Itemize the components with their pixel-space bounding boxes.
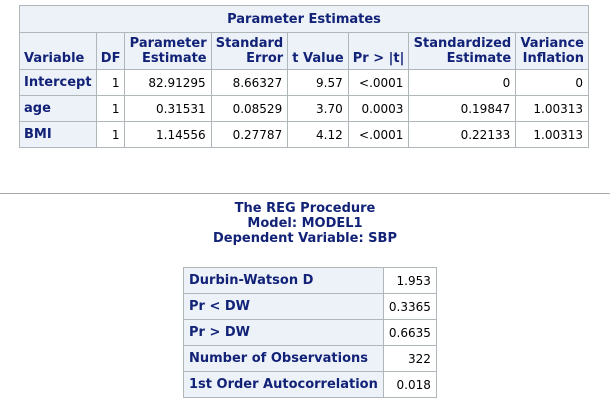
stat-value: 0.6635 xyxy=(382,319,437,346)
cell-vif: 0 xyxy=(515,69,589,96)
stat-label: 1st Order Autocorrelation xyxy=(183,371,384,398)
col-header-standard-error: Standard Error xyxy=(210,32,289,70)
cell-t-value: 9.57 xyxy=(287,69,349,96)
cell-df: 1 xyxy=(95,69,126,96)
cell-std-estimate: 0.22133 xyxy=(408,121,517,148)
table-row: age 1 0.31531 0.08529 3.70 0.0003 0.1984… xyxy=(19,95,589,122)
table-row: Pr > DW 0.6635 xyxy=(183,319,437,346)
stat-label: Durbin-Watson D xyxy=(183,267,384,294)
stat-value: 1.953 xyxy=(382,267,437,294)
stat-value: 0.3365 xyxy=(382,293,437,320)
cell-t-value: 3.70 xyxy=(287,95,349,122)
cell-estimate: 1.14556 xyxy=(124,121,212,148)
col-header-t-value: t Value xyxy=(287,32,349,70)
stat-label: Number of Observations xyxy=(183,345,384,372)
col-header-p-value: Pr > |t| xyxy=(347,32,410,70)
cell-vif: 1.00313 xyxy=(515,121,589,148)
col-header-standardized-estimate: Standardized Estimate xyxy=(408,32,517,70)
stat-value: 322 xyxy=(382,345,437,372)
stat-value: 0.018 xyxy=(382,371,437,398)
cell-std-error: 0.27787 xyxy=(210,121,289,148)
cell-vif: 1.00313 xyxy=(515,95,589,122)
procedure-title: The REG Procedure xyxy=(234,201,376,216)
table-row: Number of Observations 322 xyxy=(183,345,437,372)
cell-t-value: 4.12 xyxy=(287,121,349,148)
cell-std-error: 8.66327 xyxy=(210,69,289,96)
row-variable: BMI xyxy=(19,121,97,148)
section-divider xyxy=(0,193,610,194)
col-header-df: DF xyxy=(95,32,126,70)
cell-std-estimate: 0.19847 xyxy=(408,95,517,122)
cell-df: 1 xyxy=(95,121,126,148)
table-row: Pr < DW 0.3365 xyxy=(183,293,437,320)
col-header-variable: Variable xyxy=(19,32,97,70)
cell-p-value: <.0001 xyxy=(347,69,410,96)
stat-label: Pr > DW xyxy=(183,319,384,346)
cell-std-error: 0.08529 xyxy=(210,95,289,122)
col-header-variance-inflation: Variance Inflation xyxy=(515,32,589,70)
procedure-titles: The REG Procedure Model: MODEL1 Dependen… xyxy=(0,201,610,246)
row-variable: age xyxy=(19,95,97,122)
parameter-estimates-header-row: Variable DF Parameter Estimate Standard Er… xyxy=(19,32,589,70)
table-row: Durbin-Watson D 1.953 xyxy=(183,267,437,294)
table-row: Intercept 1 82.91295 8.66327 9.57 <.0001… xyxy=(19,69,589,96)
stat-label: Pr < DW xyxy=(183,293,384,320)
cell-std-estimate: 0 xyxy=(408,69,517,96)
cell-df: 1 xyxy=(95,95,126,122)
cell-estimate: 0.31531 xyxy=(124,95,212,122)
table-row: 1st Order Autocorrelation 0.018 xyxy=(183,371,437,398)
cell-p-value: 0.0003 xyxy=(347,95,410,122)
cell-p-value: <.0001 xyxy=(347,121,410,148)
cell-estimate: 82.91295 xyxy=(124,69,212,96)
parameter-estimates-table: Parameter Estimates Variable DF Paramete… xyxy=(19,5,589,148)
durbin-watson-table: Durbin-Watson D 1.953 Pr < DW 0.3365 Pr … xyxy=(183,267,437,398)
parameter-estimates-title: Parameter Estimates xyxy=(19,5,589,33)
model-title: Model: MODEL1 xyxy=(247,216,363,231)
table-row: BMI 1 1.14556 0.27787 4.12 <.0001 0.2213… xyxy=(19,121,589,148)
dependent-variable-title: Dependent Variable: SBP xyxy=(213,231,397,246)
col-header-parameter-estimate: Parameter Estimate xyxy=(124,32,212,70)
row-variable: Intercept xyxy=(19,69,97,96)
